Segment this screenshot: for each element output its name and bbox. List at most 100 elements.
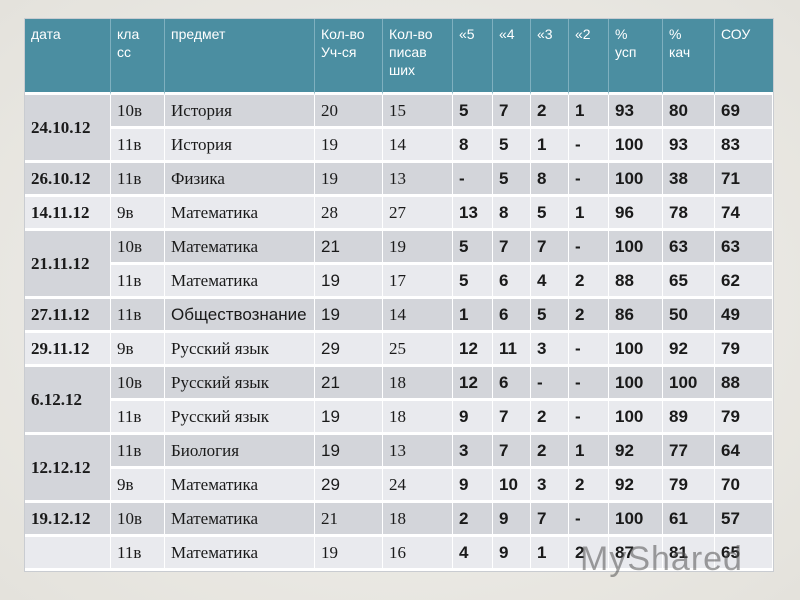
cell-date: 27.11.12 [25, 299, 111, 333]
cell-grade-4: 6 [493, 367, 531, 401]
cell-sou: 79 [715, 333, 773, 367]
cell-grade-3: 8 [531, 163, 569, 197]
cell-class: 11в [111, 163, 165, 197]
cell-wrote: 19 [383, 231, 453, 265]
header-date: дата [25, 19, 111, 95]
cell-sou: 83 [715, 129, 773, 163]
table-row: 9в Математика 29 24 9 10 3 2 92 79 70 [25, 469, 773, 503]
cell-date: 29.11.12 [25, 333, 111, 367]
cell-grade-3: 5 [531, 299, 569, 333]
cell-students: 29 [315, 469, 383, 503]
header-success-pct: % усп [609, 19, 663, 95]
cell-grade-3: 5 [531, 197, 569, 231]
header-students: Кол-во Уч-ся [315, 19, 383, 95]
cell-grade-2: - [569, 401, 609, 435]
cell-class: 11в [111, 401, 165, 435]
cell-date: 26.10.12 [25, 163, 111, 197]
cell-success-pct: 100 [609, 367, 663, 401]
cell-success-pct: 100 [609, 401, 663, 435]
cell-grade-3: 2 [531, 401, 569, 435]
cell-grade-4: 9 [493, 503, 531, 537]
cell-wrote: 15 [383, 95, 453, 129]
cell-subject: История [165, 95, 315, 129]
header-quality-pct: % кач [663, 19, 715, 95]
cell-class: 10в [111, 95, 165, 129]
cell-grade-5: 5 [453, 231, 493, 265]
table-row: 11в Математика 19 16 4 9 1 2 87 81 65 [25, 537, 773, 571]
cell-wrote: 14 [383, 299, 453, 333]
cell-grade-3: 1 [531, 537, 569, 571]
table-row: 21.11.12 10в Математика 21 19 5 7 7 - 10… [25, 231, 773, 299]
grades-table: дата кла сс предмет Кол-во Уч-ся Кол-во пис… [24, 18, 774, 572]
cell-quality-pct: 79 [663, 469, 715, 503]
cell-grade-4: 6 [493, 299, 531, 333]
cell-students: 19 [315, 401, 383, 435]
cell-quality-pct: 38 [663, 163, 715, 197]
cell-success-pct: 93 [609, 95, 663, 129]
cell-grade-2: 1 [569, 95, 609, 129]
cell-quality-pct: 63 [663, 231, 715, 265]
cell-success-pct: 100 [609, 129, 663, 163]
cell-grade-2: 2 [569, 537, 609, 571]
cell-success-pct: 100 [609, 503, 663, 537]
cell-subject: Математика [165, 265, 315, 299]
cell-sou: 63 [715, 231, 773, 265]
cell-grade-2: - [569, 231, 609, 265]
cell-grade-2: - [569, 333, 609, 367]
cell-students: 19 [315, 299, 383, 333]
cell-grade-4: 5 [493, 129, 531, 163]
cell-sou: 62 [715, 265, 773, 299]
cell-quality-pct: 81 [663, 537, 715, 571]
cell-grade-3: 4 [531, 265, 569, 299]
cell-class: 9в [111, 197, 165, 231]
cell-class: 11в [111, 265, 165, 299]
table-row: 11в Русский язык 19 18 9 7 2 - 100 89 79 [25, 401, 773, 435]
cell-grade-4: 9 [493, 537, 531, 571]
cell-students: 19 [315, 537, 383, 571]
header-grade-5: «5 [453, 19, 493, 95]
table-body: 24.10.12 10в История 20 15 5 7 2 1 93 80… [25, 95, 773, 571]
table-row: 6.12.12 10в Русский язык 21 18 12 6 - - … [25, 367, 773, 435]
cell-class: 11в [111, 435, 165, 469]
cell-wrote: 14 [383, 129, 453, 163]
cell-students: 19 [315, 163, 383, 197]
cell-wrote: 18 [383, 503, 453, 537]
cell-grade-4: 6 [493, 265, 531, 299]
cell-date: 24.10.12 [25, 95, 111, 163]
cell-grade-2: 1 [569, 435, 609, 469]
cell-grade-3: 7 [531, 503, 569, 537]
cell-grade-4: 5 [493, 163, 531, 197]
watermark: MyShared [580, 540, 743, 578]
cell-grade-5: 9 [453, 401, 493, 435]
cell-success-pct: 100 [609, 163, 663, 197]
cell-sou: 64 [715, 435, 773, 469]
cell-class: 10в [111, 367, 165, 401]
cell-wrote: 17 [383, 265, 453, 299]
cell-grade-3: 3 [531, 469, 569, 503]
cell-success-pct: 86 [609, 299, 663, 333]
cell-success-pct: 87 [609, 537, 663, 571]
cell-subject: Русский язык [165, 367, 315, 401]
cell-wrote: 16 [383, 537, 453, 571]
cell-grade-5: 4 [453, 537, 493, 571]
cell-success-pct: 88 [609, 265, 663, 299]
cell-grade-5: 5 [453, 95, 493, 129]
cell-wrote: 27 [383, 197, 453, 231]
cell-quality-pct: 77 [663, 435, 715, 469]
cell-success-pct: 92 [609, 469, 663, 503]
cell-sou: 57 [715, 503, 773, 537]
cell-wrote: 24 [383, 469, 453, 503]
cell-sou: 88 [715, 367, 773, 401]
header-grade-3: «3 [531, 19, 569, 95]
table-row: 24.10.12 10в История 20 15 5 7 2 1 93 80… [25, 95, 773, 163]
cell-quality-pct: 80 [663, 95, 715, 129]
cell-grade-4: 8 [493, 197, 531, 231]
cell-quality-pct: 65 [663, 265, 715, 299]
cell-date: 12.12.12 [25, 435, 111, 503]
cell-quality-pct: 100 [663, 367, 715, 401]
cell-grade-5: 12 [453, 333, 493, 367]
cell-quality-pct: 78 [663, 197, 715, 231]
cell-students: 21 [315, 367, 383, 401]
cell-grade-5: 2 [453, 503, 493, 537]
cell-grade-2: - [569, 129, 609, 163]
